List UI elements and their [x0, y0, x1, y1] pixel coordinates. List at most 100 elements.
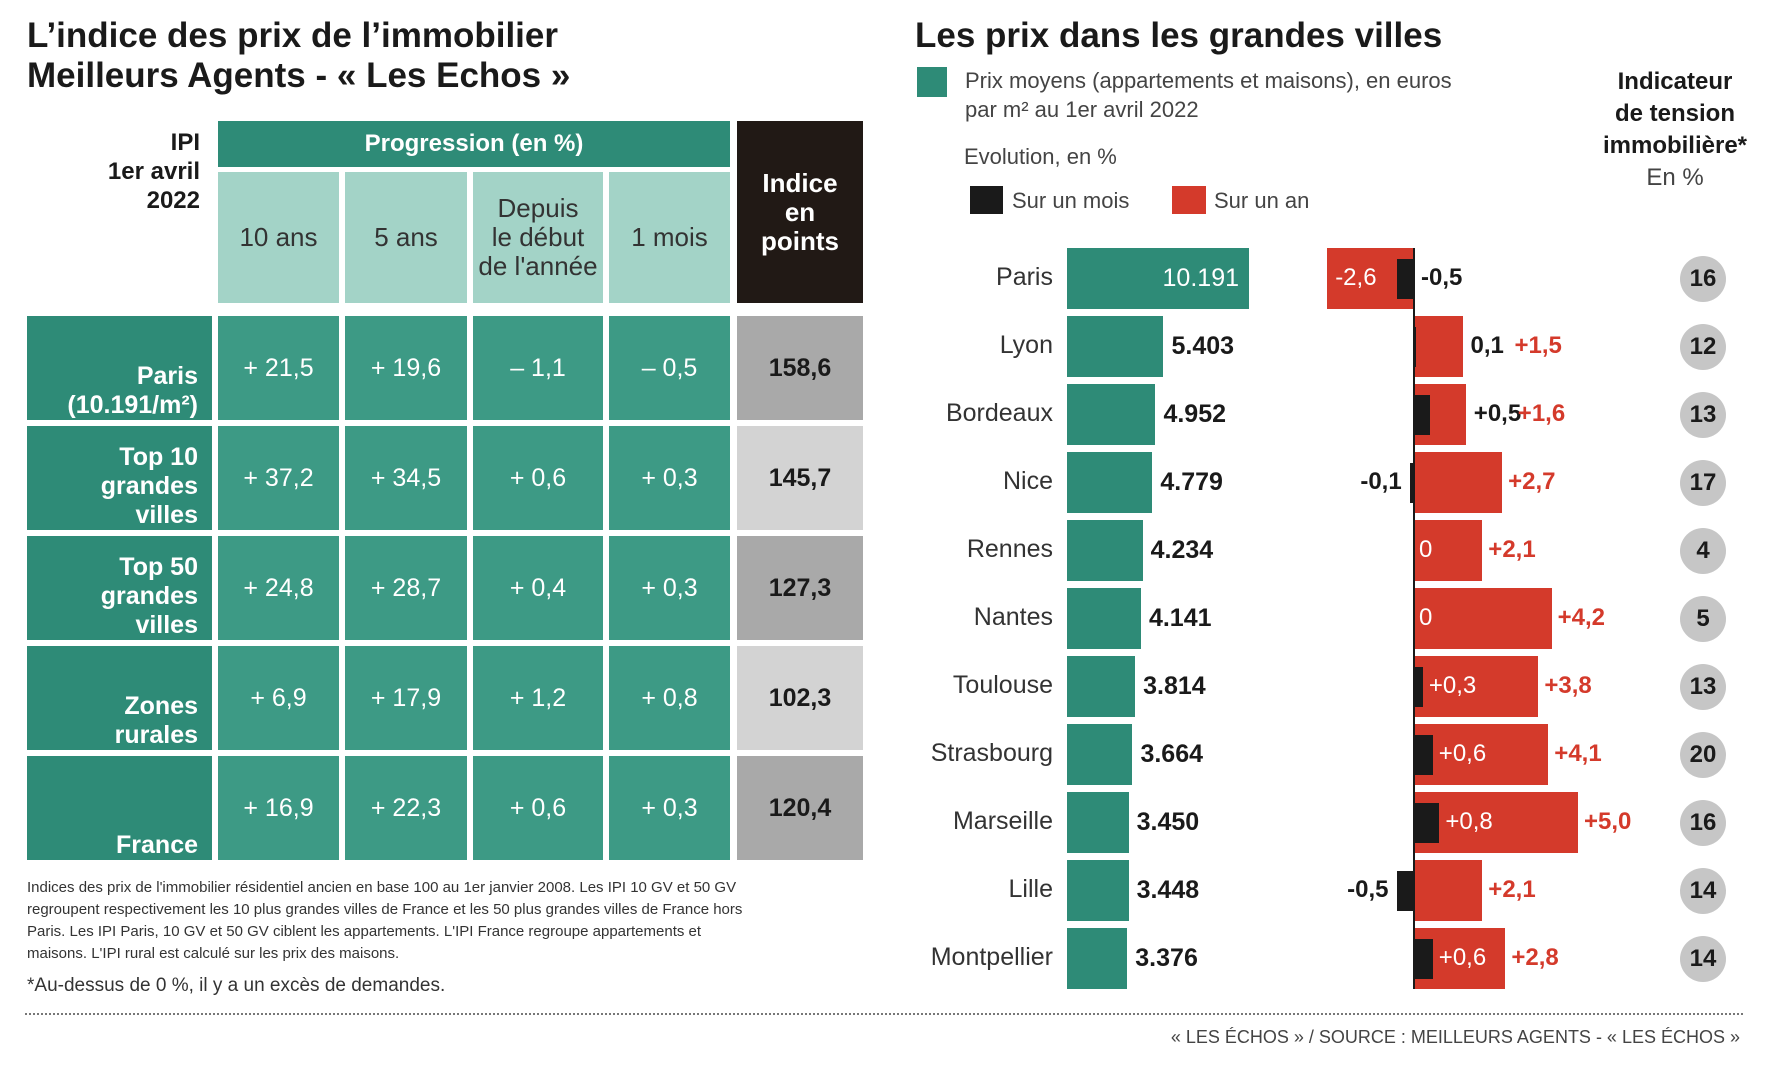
city-label: Marseille — [952, 806, 1053, 835]
tension-circle: 5 — [1680, 595, 1726, 642]
year-bar — [1413, 452, 1503, 513]
table-cell: – 1,1 — [473, 316, 603, 420]
row-label-line: Paris — [136, 362, 198, 390]
month-value-label: -0,5 — [1347, 875, 1389, 903]
row-label-line: villes — [135, 501, 198, 529]
city-label: Nice — [1002, 466, 1053, 495]
legend-month-text: Sur un mois — [1012, 188, 1130, 213]
right-title: Les prix dans les grandes villes — [915, 16, 1443, 55]
col-depuis-line3: de l'année — [478, 251, 598, 281]
legend-price-swatch — [917, 67, 947, 97]
city-label: Montpellier — [930, 942, 1053, 971]
tension-header: Indicateur de tension immobilière* En % — [1580, 66, 1768, 194]
month-value-label: +0,6 — [1438, 739, 1487, 767]
table-cell: + 0,8 — [609, 646, 730, 750]
month-value-label: 0 — [1419, 603, 1433, 631]
year-value-label: +1,5 — [1514, 331, 1562, 359]
month-bar — [1413, 666, 1423, 707]
indice-cell: 102,3 — [737, 646, 863, 750]
month-value-label: +0,5 — [1473, 399, 1522, 427]
indice-line1: Indice — [762, 167, 838, 198]
table-cell: + 0,3 — [609, 426, 730, 530]
table-cell: + 28,7 — [345, 536, 467, 640]
ipi-label: IPI 1er avril 2022 — [60, 128, 200, 215]
table-cell: + 21,5 — [218, 316, 339, 420]
left-title: L’indice des prix de l’immobilier Meille… — [27, 16, 570, 96]
month-value-label: -0,1 — [1360, 467, 1402, 495]
methodology-note: Indices des prix de l'immobilier résiden… — [27, 877, 867, 965]
year-bar — [1413, 656, 1539, 717]
year-value-label: +2,8 — [1511, 943, 1559, 971]
footer-divider — [25, 1013, 1743, 1015]
year-value-label: -2,6 — [1335, 263, 1377, 291]
col-depuis-line2: le début — [491, 222, 585, 252]
month-value-label: +0,3 — [1428, 671, 1477, 699]
col-header-5ans: 5 ans — [345, 172, 467, 303]
city-label: Rennes — [966, 534, 1053, 563]
star-note: *Au-dessus de 0 %, il y a un excès de de… — [27, 975, 446, 996]
year-bar — [1413, 520, 1483, 581]
price-bar — [1067, 656, 1136, 717]
tension-circle: 16 — [1680, 799, 1726, 846]
year-bar — [1413, 724, 1549, 785]
note-line3: Paris. Les IPI Paris, 10 GV et 50 GV cib… — [27, 923, 702, 940]
price-bar — [1067, 248, 1249, 309]
table-cell: + 16,9 — [218, 756, 339, 860]
indice-header: Indice en points — [737, 121, 863, 303]
city-label: Nantes — [973, 602, 1053, 631]
table-cell: + 34,5 — [345, 426, 467, 530]
city-label: Bordeaux — [945, 398, 1053, 427]
table-cell: + 6,9 — [218, 646, 339, 750]
row-label: Top 10 grandes villes — [27, 426, 212, 530]
price-value-label: 4.141 — [1148, 603, 1212, 632]
month-bar — [1396, 870, 1413, 911]
row-label-line: villes — [135, 611, 198, 639]
price-bar — [1067, 792, 1129, 853]
tension-line4: En % — [1646, 164, 1704, 191]
year-bar — [1413, 792, 1578, 853]
col-header-1mois: 1 mois — [609, 172, 730, 303]
table-cell: + 17,9 — [345, 646, 467, 750]
price-bar — [1067, 724, 1133, 785]
table-cell: + 24,8 — [218, 536, 339, 640]
indice-cell: 158,6 — [737, 316, 863, 420]
legend-price-text: Prix moyens (appartements et maisons), e… — [965, 66, 1452, 124]
footer-source: « LES ÉCHOS » / SOURCE : MEILLEURS AGENT… — [1170, 1027, 1740, 1047]
row-label-line: France — [116, 831, 198, 859]
price-value-label: 10.191 — [1162, 263, 1239, 292]
year-value-label: +3,8 — [1544, 671, 1592, 699]
tension-line3: immobilière* — [1602, 132, 1748, 159]
price-bar — [1067, 928, 1128, 989]
note-line4: maisons. L'IPI rural est calculé sur les… — [27, 945, 400, 962]
indice-cell: 127,3 — [737, 536, 863, 640]
year-value-label: +2,7 — [1508, 467, 1556, 495]
city-label: Strasbourg — [930, 738, 1053, 767]
table-cell: + 19,6 — [345, 316, 467, 420]
year-value-label: +5,0 — [1584, 807, 1632, 835]
city-label: Lyon — [999, 330, 1053, 359]
tension-circle: 4 — [1680, 527, 1726, 574]
legend-year-text: Sur un an — [1214, 188, 1310, 213]
evolution-label: Evolution, en % — [964, 144, 1117, 169]
year-value-label: +1,6 — [1517, 399, 1566, 427]
row-label-line: Top 50 — [119, 553, 198, 581]
indice-cell: 120,4 — [737, 756, 863, 860]
table-cell: + 22,3 — [345, 756, 467, 860]
tension-circle: 13 — [1680, 391, 1726, 438]
row-label: France — [27, 756, 212, 860]
price-bar — [1067, 384, 1156, 445]
tension-circle: 16 — [1680, 255, 1726, 302]
evolution-axis — [1413, 248, 1415, 989]
year-value-label: +2,1 — [1488, 535, 1536, 563]
row-label-line: Top 10 — [119, 443, 198, 471]
month-value-label: +0,8 — [1445, 807, 1493, 835]
row-label: Top 50 grandes villes — [27, 536, 212, 640]
legend-month-swatch — [970, 186, 1003, 214]
table-cell: + 0,4 — [473, 536, 603, 640]
ipi-label-line3: 2022 — [146, 187, 200, 214]
col-header-depuis: Depuis le début de l'année — [473, 172, 603, 303]
month-value-label: 0,1 — [1470, 331, 1504, 359]
indice-line2: en — [784, 196, 816, 227]
tension-circle: 17 — [1680, 459, 1726, 506]
year-bar — [1413, 588, 1552, 649]
